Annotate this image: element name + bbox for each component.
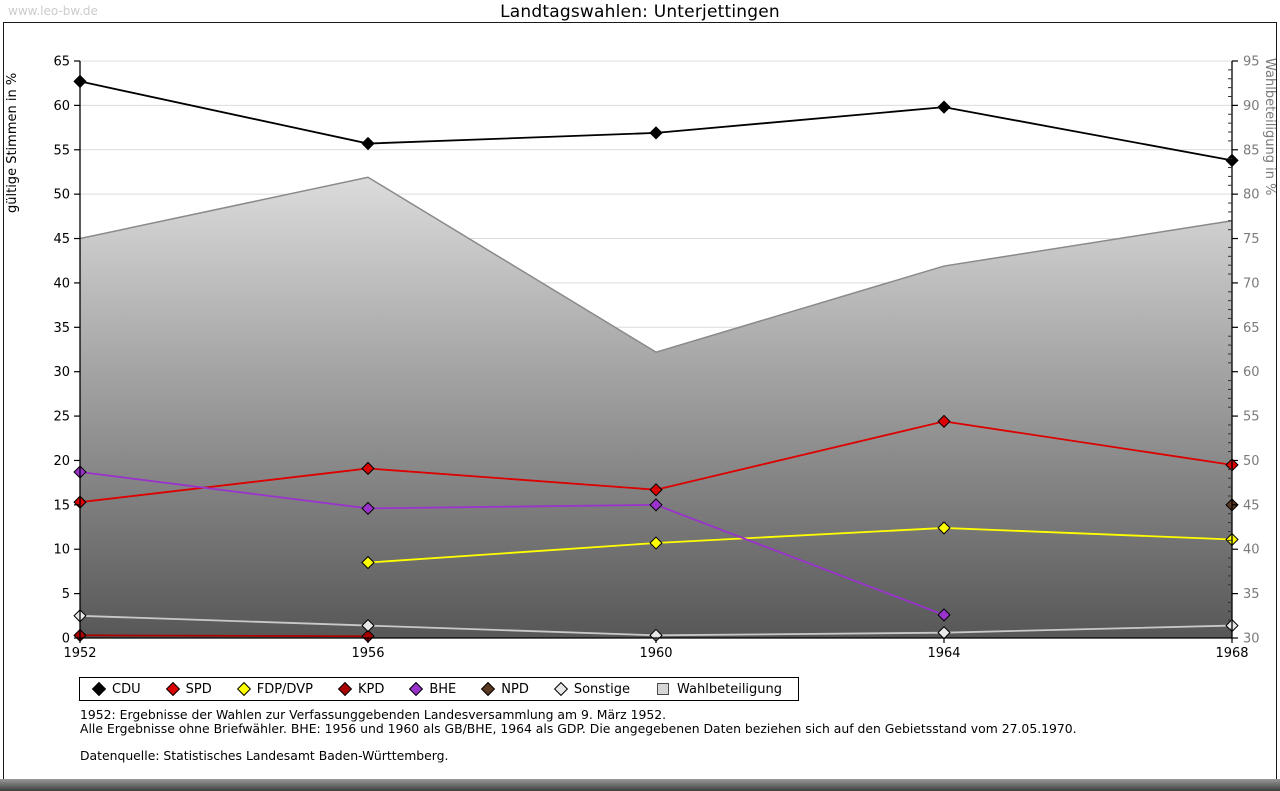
footnotes: 1952: Ergebnisse der Wahlen zur Verfassu…	[80, 708, 1077, 763]
legend-item-cdu: CDU	[91, 681, 141, 697]
left-tick-label: 65	[53, 55, 70, 70]
marker-fdp-dvp	[361, 555, 375, 570]
series-line-bhe	[79, 471, 945, 616]
left-tick-label: 20	[53, 454, 70, 469]
diamond-swatch-icon	[91, 681, 107, 697]
diamond-swatch-icon	[481, 681, 496, 697]
right-tick-label: 35	[1243, 587, 1260, 602]
marker-bhe	[937, 608, 951, 622]
right-tick-label: 60	[1243, 365, 1260, 380]
marker-bhe	[649, 498, 663, 512]
diamond-swatch-icon	[236, 681, 251, 697]
right-tick-label: 80	[1243, 188, 1260, 203]
right-tick-label: 70	[1243, 276, 1260, 291]
legend-label: SPD	[185, 681, 212, 697]
right-tick-label: 50	[1243, 454, 1260, 469]
legend-item-npd: NPD	[481, 681, 529, 697]
diamond-swatch-icon	[337, 681, 353, 697]
x-tick-label: 1960	[639, 646, 672, 661]
left-tick-label: 35	[53, 321, 70, 336]
legend-label: CDU	[112, 681, 141, 697]
legend-label: KPD	[357, 681, 385, 697]
marker-kpd	[361, 629, 375, 643]
marker-fdp-dvp	[937, 521, 951, 535]
x-tick-label: 1968	[1215, 646, 1248, 661]
legend: CDU SPD FDP/DVP KPD BHE NPD Sonstige Wahlbeteil…	[79, 677, 800, 701]
right-tick-label: 30	[1243, 632, 1260, 647]
x-tick-label: 1964	[927, 646, 960, 661]
left-axis-title: gültige Stimmen in %	[5, 73, 20, 213]
right-tick-label: 75	[1243, 232, 1260, 247]
x-tick-label: 1956	[351, 646, 384, 661]
marker-fdp-dvp	[649, 536, 663, 550]
marker-spd	[361, 461, 375, 476]
watermark: www.leo-bw.de	[8, 4, 98, 18]
legend-label: Sonstige	[573, 681, 631, 697]
right-tick-label: 95	[1243, 55, 1260, 70]
left-tick-label: 5	[62, 587, 70, 602]
footnote-line: Alle Ergebnisse ohne Briefwähler. BHE: 1…	[80, 720, 1077, 736]
legend-label: NPD	[501, 681, 529, 697]
turnout-area	[80, 177, 1232, 638]
right-tick-label: 45	[1243, 498, 1260, 513]
marker-sonstige	[937, 626, 951, 640]
left-tick-label: 55	[53, 143, 70, 158]
marker-spd	[937, 414, 951, 429]
left-tick-label: 30	[53, 365, 70, 380]
footnote-line: 1952: Ergebnisse der Wahlen zur Verfassu…	[80, 707, 667, 722]
left-tick-label: 50	[53, 188, 70, 203]
left-tick-label: 15	[53, 498, 70, 513]
diamond-swatch-icon	[553, 681, 568, 697]
legend-item-fdp-dvp: FDP/DVP	[236, 681, 313, 697]
series-line-kpd	[79, 634, 369, 638]
legend-item-spd: SPD	[165, 681, 212, 697]
legend-item-bhe: BHE	[409, 681, 457, 697]
legend-item-wahlbeteiligung: Wahlbeteiligung	[657, 682, 782, 697]
right-tick-label: 90	[1243, 99, 1260, 114]
left-tick-label: 40	[53, 276, 70, 291]
right-tick-label: 65	[1243, 321, 1260, 336]
series-line-cdu	[79, 80, 1233, 162]
marker-bhe	[361, 501, 375, 516]
legend-item-sonstige: Sonstige	[553, 681, 631, 697]
right-tick-label: 85	[1243, 143, 1260, 158]
right-tick-label: 40	[1243, 543, 1260, 558]
left-tick-label: 60	[53, 99, 70, 114]
legend-label: FDP/DVP	[256, 681, 313, 697]
election-chart: 0 5 10 15 20 25 30 35 40 45 50 55 60 65 30 35 40 45 50 55 60…	[5, 55, 1277, 662]
chart-frame	[3, 22, 1277, 779]
marker-cdu	[361, 136, 375, 151]
left-tick-label: 45	[53, 232, 70, 247]
legend-item-kpd: KPD	[337, 681, 385, 697]
footnote-source: Datenquelle: Statistisches Landesamt Bad…	[80, 748, 449, 764]
right-tick-label: 55	[1243, 410, 1260, 425]
marker-cdu	[937, 100, 951, 114]
bottom-bar	[0, 779, 1280, 791]
diamond-swatch-icon	[165, 681, 180, 697]
legend-label: Wahlbeteiligung	[677, 681, 783, 697]
series-line-fdp-dvp	[367, 527, 1233, 564]
left-tick-label: 25	[53, 410, 70, 425]
x-tick-label: 1952	[63, 646, 96, 661]
legend-label: BHE	[429, 681, 457, 697]
square-swatch-icon	[657, 683, 670, 695]
marker-spd	[649, 483, 663, 497]
turnout-area-border	[79, 176, 1233, 353]
diamond-swatch-icon	[409, 681, 424, 697]
left-tick-label: 10	[53, 543, 70, 558]
marker-cdu	[649, 126, 663, 140]
page-title: Landtagswahlen: Unterjettingen	[0, 2, 1280, 22]
marker-sonstige	[361, 618, 375, 633]
left-tick-label: 0	[62, 632, 70, 647]
right-axis-title: Wahlbeteiligung in %	[1262, 58, 1277, 195]
